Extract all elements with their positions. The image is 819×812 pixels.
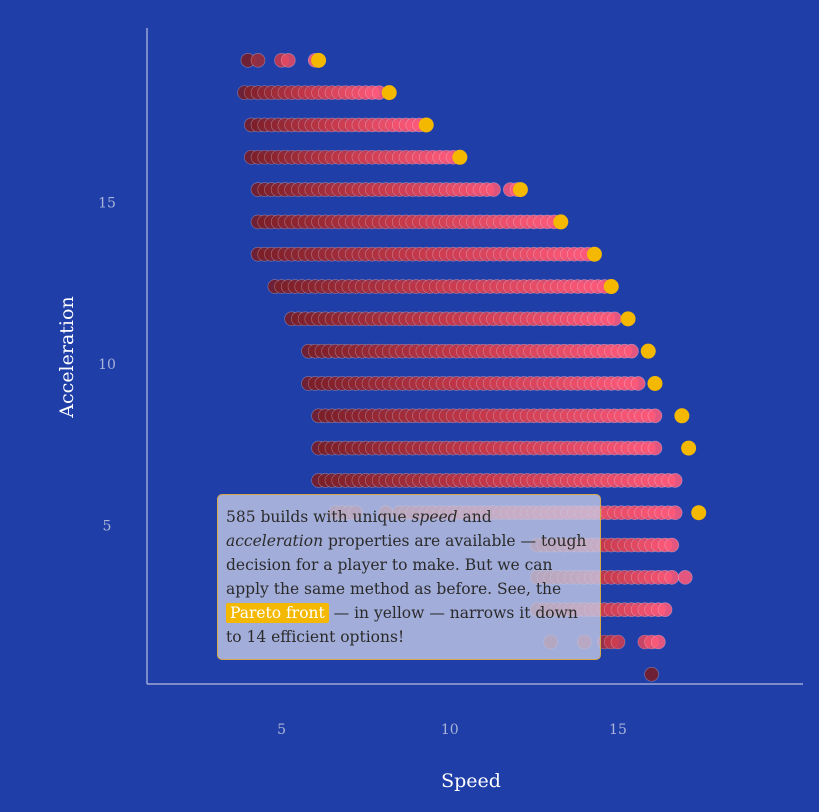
annotation-and: and [457, 508, 492, 526]
data-point [664, 570, 680, 585]
y-tick-label: 15 [98, 196, 116, 212]
pareto-point [311, 52, 327, 68]
pareto-point [647, 375, 663, 391]
data-point [280, 53, 296, 68]
data-point [486, 182, 501, 197]
pareto-point [640, 343, 656, 359]
pareto-front-highlight: Pareto front [226, 603, 329, 623]
pareto-point [691, 505, 707, 521]
data-point [657, 602, 673, 617]
data-point [607, 311, 622, 327]
pareto-point [418, 117, 434, 133]
x-axis-title: Speed [441, 770, 501, 792]
pareto-point [553, 214, 569, 230]
pareto-point [381, 85, 397, 101]
data-point [667, 505, 683, 521]
y-tick-label: 5 [103, 519, 112, 535]
annotation-text-1: 585 builds with unique [226, 508, 412, 526]
x-tick-label: 10 [441, 722, 459, 738]
data-point [664, 537, 680, 553]
data-point [677, 570, 693, 585]
pareto-point [452, 149, 468, 165]
data-point [624, 343, 639, 359]
pareto-point [512, 182, 528, 198]
y-tick-label: 10 [98, 357, 116, 373]
y-ticks: 5 10 15 [98, 196, 116, 535]
x-tick-label: 15 [609, 722, 627, 738]
x-tick-label: 5 [277, 722, 286, 738]
pareto-point [681, 440, 697, 456]
annotation-text-3: — in yellow — narrows it down to 14 effi… [226, 604, 578, 646]
annotation-text-2: properties are available — tough decisio… [226, 532, 587, 598]
pareto-point [603, 279, 619, 295]
x-ticks: 5 10 15 [277, 722, 627, 738]
pareto-layer [311, 52, 707, 521]
annotation-speed: speed [411, 508, 458, 526]
annotation-box: 585 builds with unique speed and acceler… [217, 494, 601, 660]
data-point [667, 473, 683, 488]
pareto-point [620, 311, 636, 327]
data-point [250, 53, 266, 68]
data-point [610, 634, 626, 650]
data-point [647, 408, 663, 424]
annotation-acceleration: acceleration [226, 532, 324, 550]
data-point [644, 667, 659, 682]
points-layer [237, 53, 693, 682]
pareto-point [586, 246, 602, 262]
data-point [647, 440, 663, 456]
y-axis-title: Acceleration [56, 296, 78, 418]
data-point [651, 634, 666, 650]
data-point [630, 376, 646, 391]
pareto-point [674, 408, 690, 424]
